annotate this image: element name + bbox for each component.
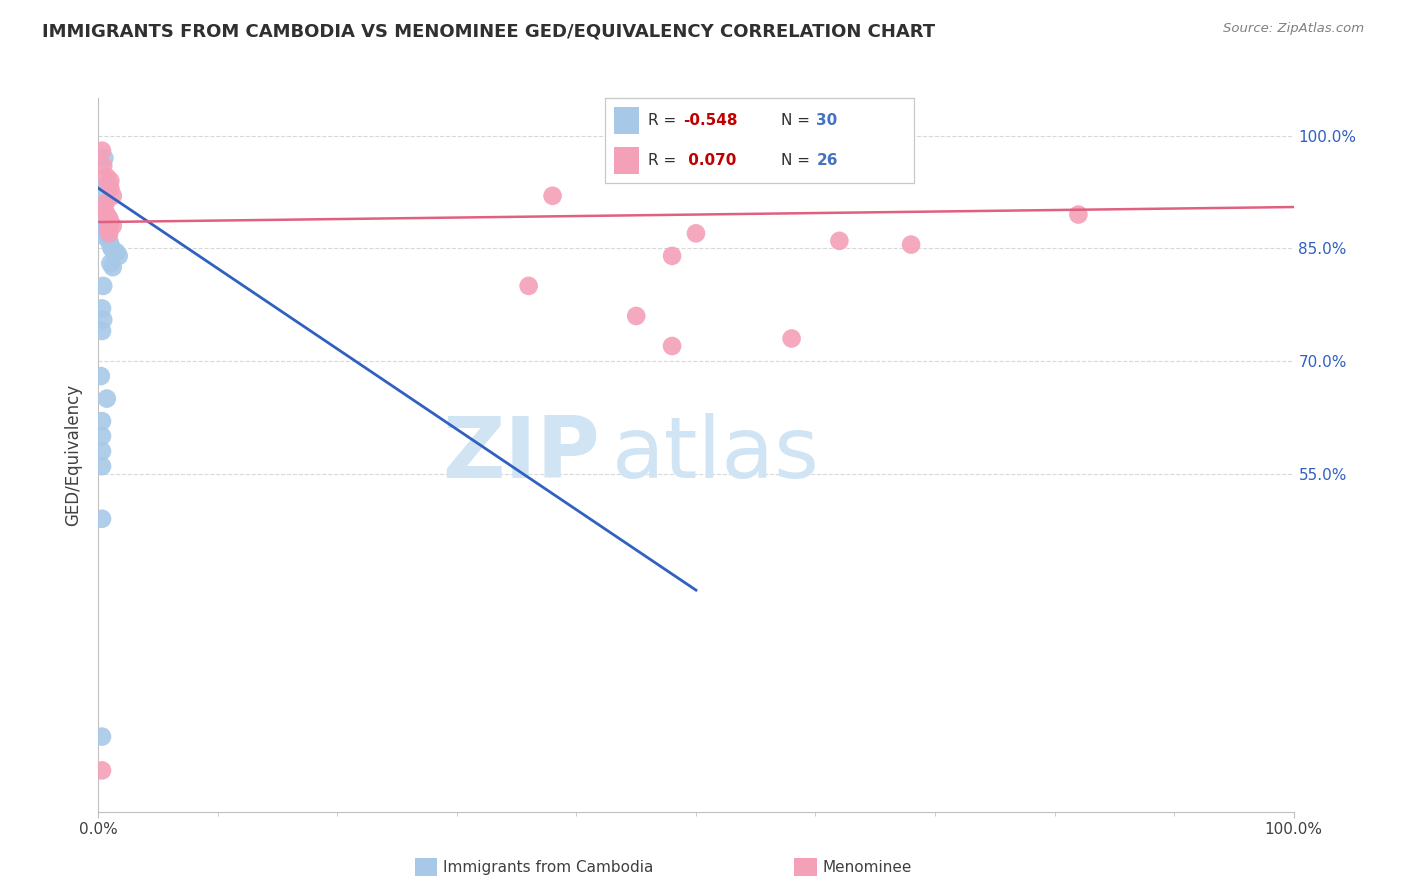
Text: ZIP: ZIP <box>443 413 600 497</box>
Point <box>1067 208 1090 222</box>
Point <box>98 181 122 195</box>
Point <box>89 181 111 195</box>
Point <box>98 211 121 226</box>
Point <box>98 227 121 241</box>
Point <box>96 219 118 233</box>
Text: 26: 26 <box>817 153 838 169</box>
Point <box>626 309 648 323</box>
Point <box>98 256 122 270</box>
Point <box>101 188 124 202</box>
Text: -0.548: -0.548 <box>683 112 738 128</box>
Point <box>93 203 115 218</box>
Text: IMMIGRANTS FROM CAMBODIA VS MENOMINEE GED/EQUIVALENCY CORRELATION CHART: IMMIGRANTS FROM CAMBODIA VS MENOMINEE GE… <box>42 22 935 40</box>
Point <box>93 151 115 165</box>
Point <box>96 208 118 222</box>
Point <box>101 260 124 274</box>
Bar <box>614 147 638 175</box>
Point <box>91 144 114 158</box>
Text: Menominee: Menominee <box>823 861 912 875</box>
Point <box>103 245 125 260</box>
Point <box>91 159 114 173</box>
Point <box>94 208 117 222</box>
Point <box>685 227 707 241</box>
Point <box>91 219 114 233</box>
Point <box>541 188 564 202</box>
Point <box>91 203 114 218</box>
Point <box>91 312 114 326</box>
Point <box>91 324 114 338</box>
Point <box>94 196 117 211</box>
Point <box>91 301 114 316</box>
Text: N =: N = <box>780 112 814 128</box>
Point <box>780 331 803 345</box>
Point <box>661 339 683 353</box>
Point <box>91 764 114 778</box>
Bar <box>614 107 638 134</box>
Point <box>96 392 118 406</box>
Text: atlas: atlas <box>613 413 820 497</box>
Point <box>828 234 851 248</box>
Point <box>90 200 112 214</box>
Text: R =: R = <box>648 153 681 169</box>
Text: Immigrants from Cambodia: Immigrants from Cambodia <box>443 861 654 875</box>
Text: N =: N = <box>780 153 814 169</box>
Point <box>101 219 124 233</box>
Point <box>91 730 114 744</box>
Point <box>91 414 114 428</box>
Point <box>96 169 118 184</box>
Point <box>91 279 114 293</box>
Point <box>98 215 122 229</box>
Point <box>90 369 112 384</box>
Point <box>97 178 120 192</box>
Point <box>97 222 120 236</box>
Point <box>98 234 121 248</box>
Point <box>93 208 115 222</box>
Point <box>100 241 122 255</box>
Point <box>661 249 683 263</box>
Point <box>91 459 114 474</box>
Point <box>517 279 540 293</box>
Point <box>91 512 114 526</box>
Y-axis label: GED/Equivalency: GED/Equivalency <box>65 384 83 526</box>
Point <box>98 174 122 188</box>
Point <box>900 237 922 252</box>
Point <box>107 249 129 263</box>
Point <box>91 444 114 458</box>
Point <box>98 237 122 252</box>
Text: 0.070: 0.070 <box>683 153 737 169</box>
Text: R =: R = <box>648 112 681 128</box>
Point <box>91 429 114 443</box>
Point <box>105 245 128 260</box>
Point <box>94 230 117 244</box>
Text: Source: ZipAtlas.com: Source: ZipAtlas.com <box>1223 22 1364 36</box>
Text: 30: 30 <box>817 112 838 128</box>
Point <box>97 230 120 244</box>
